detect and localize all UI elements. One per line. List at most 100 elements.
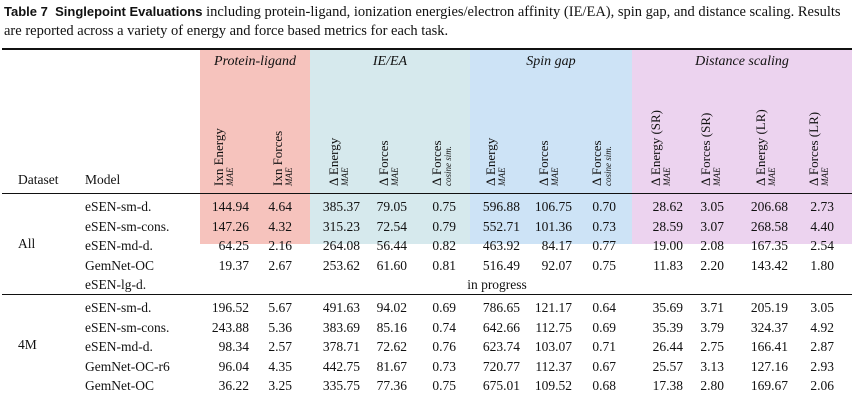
table-cell: 19.00 [652,238,683,254]
table-cell: 11.83 [653,257,683,273]
column-header: Δ Forces cosine sim. [423,86,463,186]
group-distance-scaling: Distance scaling [695,54,789,69]
table-cell: 0.82 [432,238,456,254]
table-cell: 64.25 [218,238,249,254]
column-header-label: Δ Energy (LR) [753,109,768,186]
column-header: Δ Energy (SR) MAE [642,86,682,186]
column-header-metric: MAE [662,167,672,187]
table-cell: 324.37 [750,319,788,335]
table-cell: 36.22 [218,378,249,394]
table-cell: 0.81 [432,257,456,273]
table-cell: 2.08 [700,238,724,254]
table-cell: 253.62 [322,257,360,273]
table-cell: 94.02 [376,300,407,315]
header-rule [2,193,852,194]
column-header: Δ Forces MAE [370,86,410,186]
table-cell: 0.75 [432,378,456,394]
table-cell: 2.06 [810,378,834,394]
table-cell: 0.75 [432,199,456,214]
table-cell: 4.64 [268,199,292,214]
table-cell: 315.23 [322,218,360,234]
table-cell: 103.07 [534,339,572,355]
table-cell: 169.67 [750,378,788,394]
dataset-label: 4M [18,337,37,353]
column-header: Ixn Energy MAE [205,86,245,186]
dataset-label: All [18,236,36,252]
column-header-label: Δ Forces (LR) [806,111,821,186]
group-protein-ligand: Protein-ligand [214,54,296,69]
model-name: eSEN-md-d. [85,238,153,254]
header-dataset: Dataset [18,172,59,187]
table-cell: 101.36 [534,218,572,234]
caption-text: including protein-ligand, ionization ene… [4,4,841,39]
table-cell: 596.88 [482,199,520,214]
table-cell: 72.62 [376,339,407,355]
table-cell: 2.87 [810,339,834,355]
table-cell: 5.36 [268,319,292,335]
table-cell: 0.70 [592,199,616,214]
table-cell: 35.69 [652,300,683,315]
table-cell: 3.13 [700,358,724,374]
caption-label: Table 7 [4,4,48,19]
column-header-label: Δ Forces [376,140,391,186]
column-header-metric: MAE [712,167,722,187]
model-name: GemNet-OC-r6 [85,358,170,374]
table-cell: 0.73 [592,218,616,234]
table-cell: 147.26 [211,218,249,234]
model-name: GemNet-OC [85,257,154,273]
table-cell: 0.79 [432,218,456,234]
model-name: eSEN-sm-cons. [85,218,170,234]
table-cell: 335.75 [322,378,360,394]
model-name: GemNet-OC [85,378,154,394]
table-cell: 2.20 [700,257,724,273]
table-cell: 385.37 [322,199,360,214]
column-header: Δ Energy MAE [320,86,360,186]
table-cell: 127.16 [750,358,788,374]
group-ie-ea: IE/EA [372,54,408,69]
table-cell: 4.35 [268,358,292,374]
column-header-label: Ixn Energy [211,128,226,186]
table-cell: 196.52 [211,300,249,315]
column-header-metric: MAE [225,167,235,187]
column-header: Ixn Forces MAE [264,86,304,186]
table-cell: 19.37 [218,257,249,273]
table-cell: 77.36 [376,378,407,394]
table-cell: 112.37 [535,358,572,374]
table-cell: 56.44 [376,238,407,254]
table-cell: 5.67 [268,300,292,315]
table-cell: 442.75 [322,358,360,374]
column-header-label: Δ Energy [326,137,341,186]
column-header-label: Δ Energy (SR) [648,109,663,186]
table-cell: 17.38 [652,378,683,394]
table-cell: 79.05 [376,199,407,214]
table-cell: 642.66 [482,319,520,335]
column-header-label: Δ Forces [536,140,551,186]
table-cell: 0.77 [592,238,616,254]
table-cell: 72.54 [376,218,407,234]
table-cell: 491.63 [322,300,360,315]
column-header-metric: MAE [390,167,400,187]
column-header: Δ Forces cosine sim. [583,86,623,186]
top-rule [2,48,852,50]
table-cell: 383.69 [322,319,360,335]
table-cell: 516.49 [482,257,520,273]
column-header-label: Δ Forces [429,140,444,186]
column-header-label: Δ Forces (SR) [698,112,713,186]
column-header-metric: MAE [284,167,294,187]
table-cell: 675.01 [482,378,520,394]
table-cell: 2.80 [700,378,724,394]
table-cell: 463.92 [482,238,520,254]
table-cell: 81.67 [376,358,407,374]
table-cell: 85.16 [376,319,407,335]
caption-title: Singlepoint Evaluations [55,4,203,19]
table-cell: 4.92 [810,319,834,335]
table-cell: 144.94 [211,199,249,214]
table-cell: 121.17 [534,300,572,315]
table-cell: 0.64 [592,300,616,315]
table-cell: 4.40 [810,218,834,234]
model-name: eSEN-sm-cons. [85,319,170,335]
table-cell: 0.76 [432,339,456,355]
table-cell: 25.57 [652,358,683,374]
table-cell: 28.62 [652,199,683,214]
table-cell: 61.60 [376,257,407,273]
